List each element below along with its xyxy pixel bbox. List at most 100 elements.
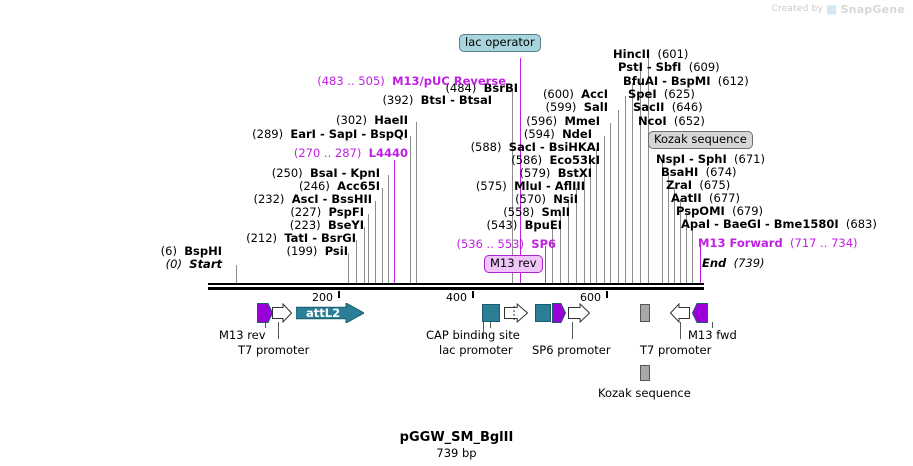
enzyme-name: BspHI [184,244,222,258]
leader-line [568,201,569,283]
enzyme-name: BsaI [309,166,338,180]
leader-line [692,226,693,283]
feature-caption[interactable]: CAP binding site [426,328,520,342]
cap-binding-site[interactable] [482,304,500,322]
enzyme-separator: - [446,93,459,107]
boxed-label-m13-rev[interactable]: M13 rev [484,255,543,273]
enzyme-separator: - [684,152,698,166]
enzyme-name: HaeII [374,113,408,127]
m13-fwd-open[interactable] [568,302,591,324]
enzyme-position: (717 .. 734) [782,236,858,250]
enzyme-position: (609) [681,60,720,74]
enzyme-label: (392) BtsI - BtsaI [0,94,492,107]
snapgene-logo-icon: ■ [826,2,838,16]
enzyme-label: (289) EarI - SapI - BspQI [0,128,408,141]
leader-line [625,96,626,283]
leader-line [648,56,649,283]
enzyme-name: Acc65I [337,179,380,193]
enzyme-name: BpuEI [524,218,562,232]
enzyme-separator: - [710,217,723,231]
enzyme-name: NcoI [638,114,667,128]
leader-line [640,70,641,283]
enzyme-label: (579) BstXI [0,166,593,180]
feature-caption[interactable]: T7 promoter [238,343,310,357]
enzyme-name: M13 Forward [698,236,783,250]
enzyme-name: SalI [583,100,608,114]
leader-line [416,122,417,283]
enzyme-name: SP6 [531,237,556,251]
watermark-brand: SnapGene [840,2,905,16]
enzyme-name: NsiI [553,192,578,206]
enzyme-label: (302) HaeII [0,114,408,127]
enzyme-label: ApaI - BaeGI - Bme1580I (683) [681,218,877,231]
enzyme-name: SacII [633,100,665,114]
enzyme-position: (599) [545,100,584,114]
feature-caption[interactable]: SP6 promoter [532,343,611,357]
enzyme-separator: - [541,179,555,193]
enzyme-label: ZraI (675) [666,179,730,192]
boxed-label-kozak-sequence[interactable]: Kozak sequence [648,131,753,149]
kozak-glyph[interactable] [640,304,650,322]
enzyme-position: (588) [470,140,509,154]
enzyme-position: (646) [664,100,703,114]
enzyme-name: SmlI [541,205,571,219]
enzyme-position: (596) [526,114,565,128]
leader-line [375,201,376,283]
enzyme-name: BssHII [331,192,372,206]
enzyme-name: NdeI [562,127,592,141]
enzyme-separator: - [535,140,549,154]
feature-caption[interactable]: T7 promoter [640,343,712,357]
enzyme-label: (270 .. 287) L4440 [0,147,408,160]
enzyme-name: MluI [514,179,542,193]
m13-rev-glyph[interactable] [257,303,274,323]
enzyme-name: SphI [697,152,727,166]
enzyme-position: (575) [475,179,515,193]
leader-line [388,175,389,283]
enzyme-name: PstI [618,60,643,74]
enzyme-name: AscI [291,192,319,206]
enzyme-position: (579) [519,166,558,180]
enzyme-name: EarI [290,127,316,141]
leader-line [348,253,349,283]
feature-caption[interactable]: M13 fwd [688,328,737,342]
sp6-promoter[interactable] [552,303,567,323]
enzyme-position: (289) [252,127,291,141]
ruler-label: 400 [446,291,467,304]
caption-tick [278,322,279,339]
feature-caption[interactable]: lac promoter [439,343,513,357]
leader-line [686,213,687,283]
ruler-tick [472,291,474,298]
enzyme-label: (250) BsaI - KpnI [0,167,380,180]
feature-caption[interactable]: Kozak sequence [598,386,691,400]
t7-promoter-right[interactable] [669,302,690,324]
ruler-tick [338,291,340,298]
enzyme-name: BsrBI [483,81,518,95]
enzyme-label: End (739) [702,257,765,270]
enzyme-separator: - [357,127,371,141]
enzyme-separator: - [318,192,332,206]
enzyme-label: (484) BsrBI [0,82,518,95]
enzyme-name: AccI [581,87,608,101]
arrow-attL2[interactable]: attL2 [295,302,366,324]
feature-caption[interactable]: M13 rev [219,328,266,342]
enzyme-name: BtsI [420,93,447,107]
enzyme-name: HincII [613,47,651,61]
enzyme-position: (558) [503,205,542,219]
enzyme-label: (594) NdeI [0,128,592,141]
boxed-label-lac-operator[interactable]: lac operator [459,34,541,52]
enzyme-label: (586) Eco53kI [0,154,600,167]
lac-operator-glyph[interactable] [535,304,551,322]
leader-line [590,162,591,283]
lac-promoter[interactable] [504,302,529,324]
enzyme-name: BseYI [327,218,364,232]
kozak-legend-glyph[interactable] [640,365,650,381]
enzyme-name: BfuAI [623,74,659,88]
enzyme-position: (392) [382,93,421,107]
page-title: pGGW_SM_BglII [399,430,514,445]
enzyme-name: BaeGI [722,217,761,231]
enzyme-name: AatII [671,191,702,205]
m13-fwd[interactable] [691,303,708,323]
enzyme-name: BspMI [670,74,711,88]
t7-promoter-left[interactable] [272,302,293,324]
enzyme-name: PsiI [324,244,348,258]
